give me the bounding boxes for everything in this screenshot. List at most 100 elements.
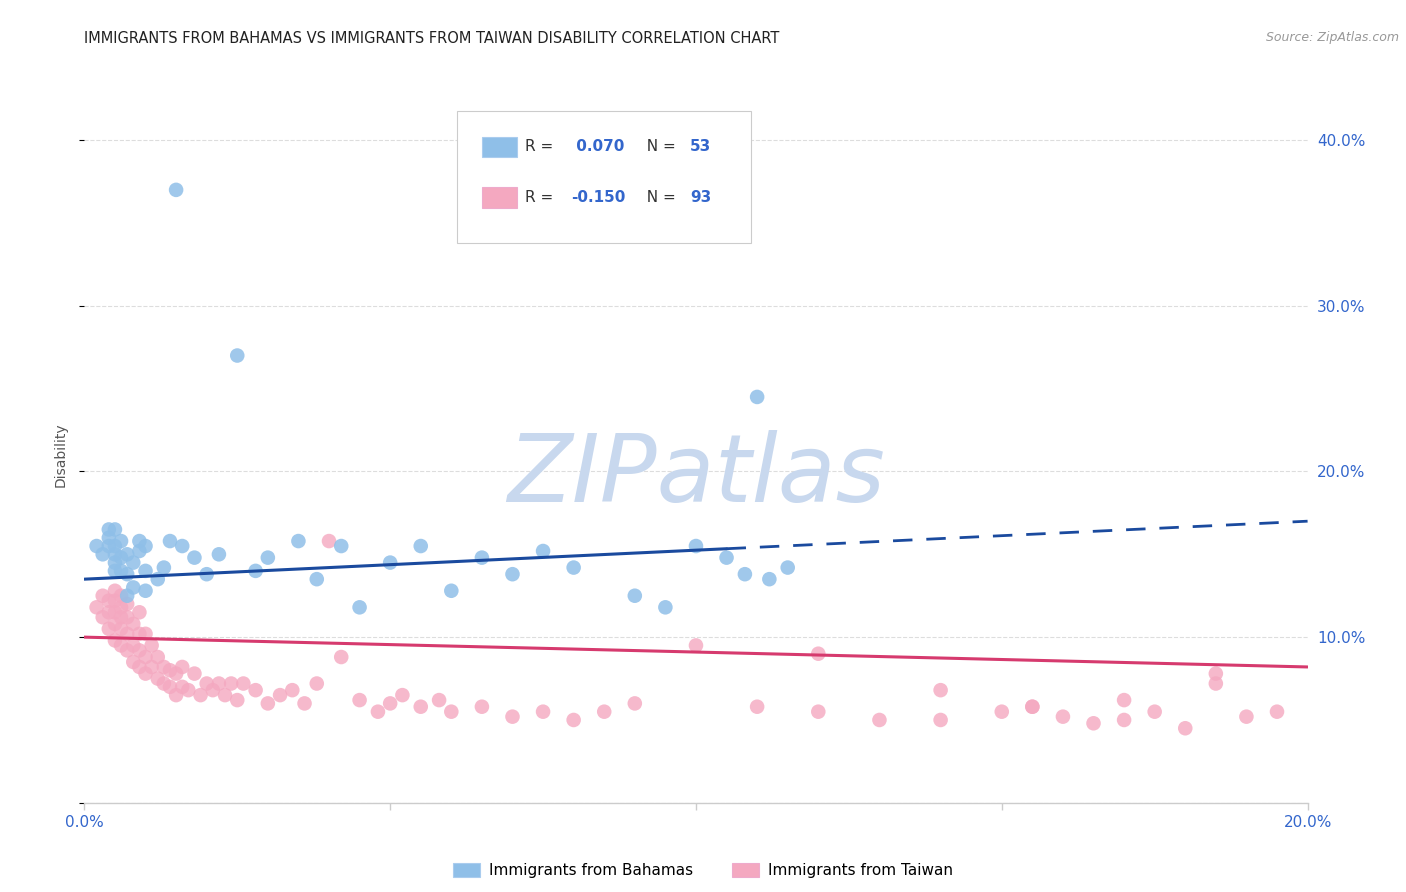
Point bbox=[305, 676, 328, 690]
Point bbox=[471, 550, 494, 565]
Point bbox=[115, 643, 138, 657]
Point bbox=[165, 666, 187, 681]
Point bbox=[502, 709, 524, 723]
Point bbox=[128, 643, 150, 657]
Point bbox=[685, 639, 707, 653]
Point bbox=[110, 564, 132, 578]
Point bbox=[146, 572, 169, 586]
Point bbox=[531, 705, 554, 719]
Point bbox=[91, 610, 114, 624]
Point bbox=[104, 523, 127, 537]
Point bbox=[1114, 693, 1136, 707]
Legend: Immigrants from Bahamas, Immigrants from Taiwan: Immigrants from Bahamas, Immigrants from… bbox=[447, 857, 959, 884]
Point bbox=[287, 534, 309, 549]
Point bbox=[807, 647, 830, 661]
Point bbox=[190, 688, 212, 702]
Point bbox=[1052, 709, 1074, 723]
Point bbox=[104, 616, 127, 631]
Point bbox=[409, 539, 432, 553]
Point bbox=[624, 697, 647, 711]
Point bbox=[747, 390, 769, 404]
Point bbox=[685, 539, 707, 553]
Text: 93: 93 bbox=[690, 190, 711, 205]
Point bbox=[135, 650, 157, 665]
Point bbox=[159, 680, 181, 694]
Point bbox=[929, 683, 952, 698]
Point bbox=[104, 539, 127, 553]
Point bbox=[141, 639, 163, 653]
Point bbox=[122, 556, 145, 570]
Point bbox=[135, 627, 157, 641]
Point bbox=[747, 699, 769, 714]
Point bbox=[367, 705, 389, 719]
Point bbox=[1083, 716, 1105, 731]
Point bbox=[172, 539, 194, 553]
Point bbox=[380, 556, 402, 570]
Point bbox=[172, 680, 194, 694]
Point bbox=[869, 713, 891, 727]
Point bbox=[929, 713, 952, 727]
Point bbox=[183, 666, 205, 681]
Point bbox=[110, 610, 132, 624]
Point bbox=[135, 583, 157, 598]
Point bbox=[807, 705, 830, 719]
Point bbox=[734, 567, 756, 582]
Point bbox=[128, 627, 150, 641]
Point bbox=[330, 539, 353, 553]
Point bbox=[776, 560, 799, 574]
Point bbox=[391, 688, 413, 702]
Point bbox=[104, 593, 127, 607]
Point bbox=[86, 539, 108, 553]
Point bbox=[115, 589, 138, 603]
Point bbox=[531, 544, 554, 558]
Point bbox=[654, 600, 676, 615]
Point bbox=[115, 597, 138, 611]
Point bbox=[562, 560, 585, 574]
Text: N =: N = bbox=[637, 190, 681, 205]
Point bbox=[183, 550, 205, 565]
Point bbox=[97, 622, 120, 636]
Point bbox=[91, 589, 114, 603]
Point bbox=[716, 550, 738, 565]
Point bbox=[97, 523, 120, 537]
Point bbox=[110, 622, 132, 636]
Text: ZIPatlas: ZIPatlas bbox=[508, 430, 884, 521]
Point bbox=[177, 683, 200, 698]
Point bbox=[122, 655, 145, 669]
Point bbox=[281, 683, 304, 698]
Point bbox=[593, 705, 616, 719]
Point bbox=[440, 583, 463, 598]
Point bbox=[318, 534, 340, 549]
Point bbox=[245, 564, 267, 578]
Point bbox=[110, 600, 132, 615]
Point bbox=[257, 697, 280, 711]
Point bbox=[349, 600, 371, 615]
Text: 53: 53 bbox=[690, 139, 711, 154]
Point bbox=[91, 547, 114, 561]
Point bbox=[195, 567, 218, 582]
Point bbox=[97, 539, 120, 553]
Point bbox=[1021, 699, 1043, 714]
Point bbox=[195, 676, 218, 690]
Point bbox=[128, 660, 150, 674]
Point bbox=[122, 639, 145, 653]
Point bbox=[409, 699, 432, 714]
Point bbox=[104, 605, 127, 619]
Point bbox=[115, 567, 138, 582]
Point bbox=[153, 660, 176, 674]
Point bbox=[97, 593, 120, 607]
Point bbox=[427, 693, 450, 707]
Point bbox=[104, 556, 127, 570]
Point bbox=[159, 534, 181, 549]
Point bbox=[349, 693, 371, 707]
Point bbox=[86, 600, 108, 615]
Point bbox=[1236, 709, 1258, 723]
FancyBboxPatch shape bbox=[482, 187, 517, 208]
Point bbox=[991, 705, 1014, 719]
Y-axis label: Disability: Disability bbox=[53, 423, 67, 487]
Point bbox=[1143, 705, 1166, 719]
Point bbox=[380, 697, 402, 711]
Point bbox=[153, 676, 176, 690]
Point bbox=[245, 683, 267, 698]
Point bbox=[97, 605, 120, 619]
